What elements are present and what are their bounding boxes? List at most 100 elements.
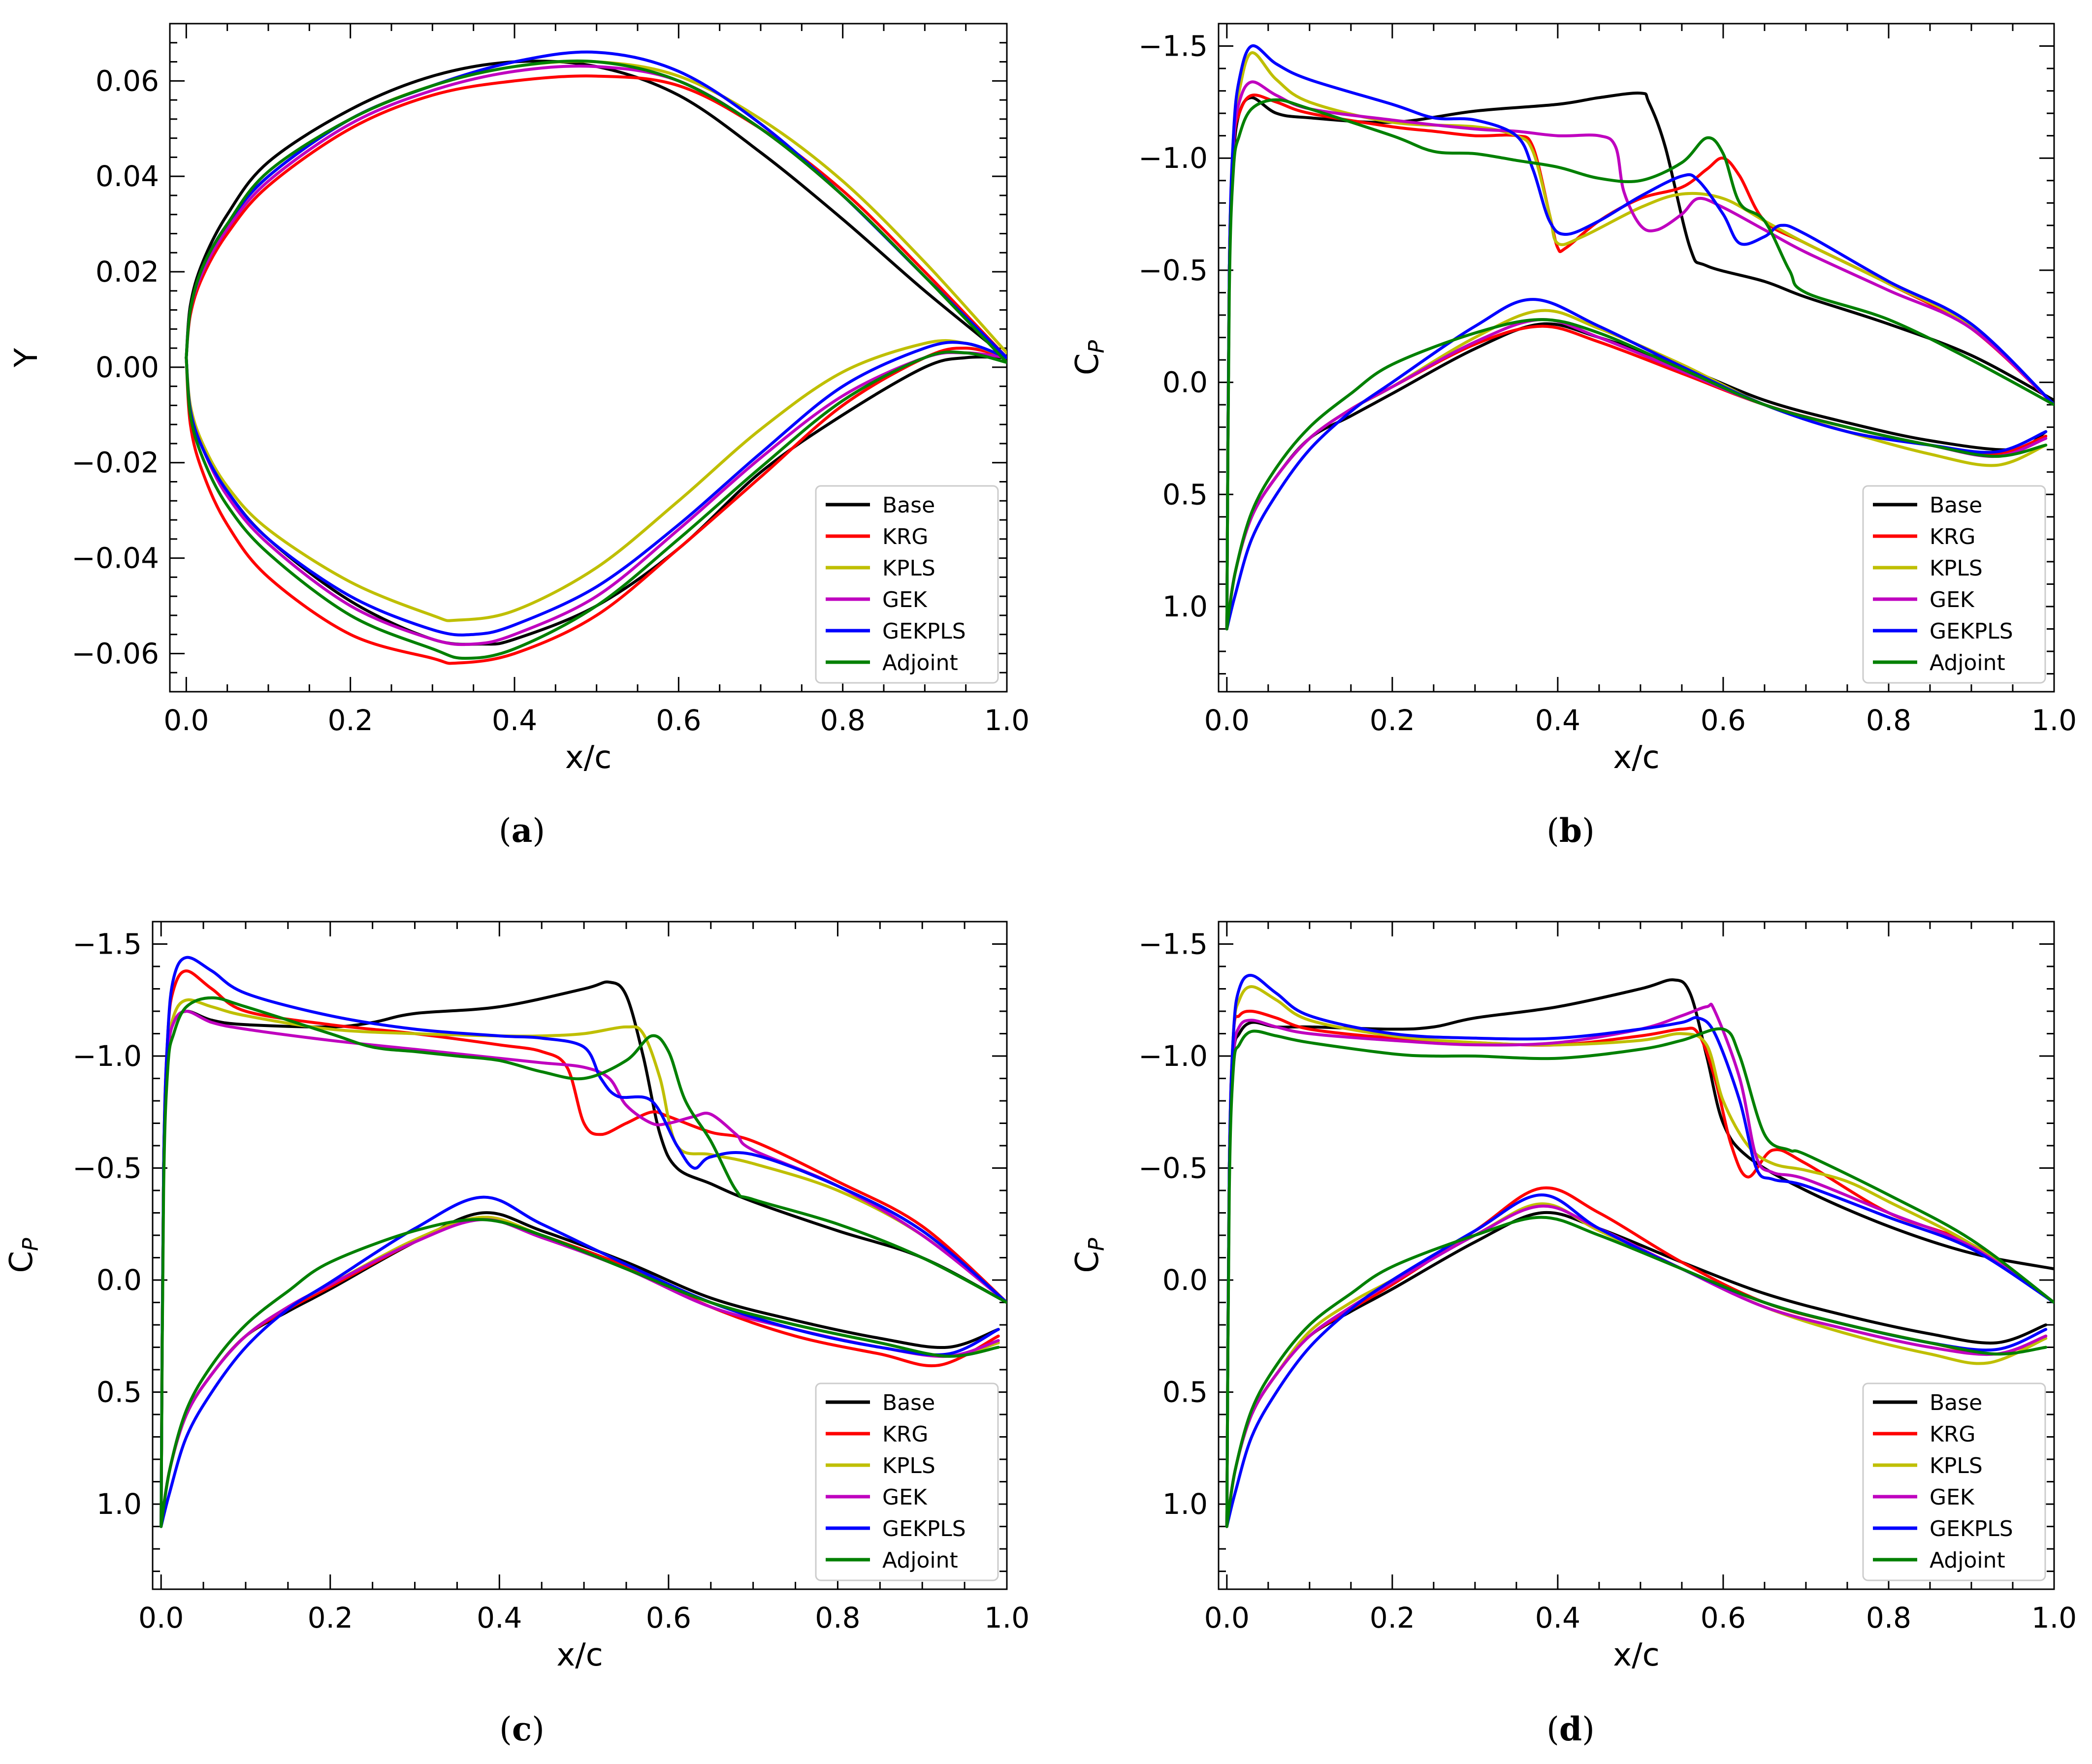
subfigure-caption: (b): [1546, 811, 1595, 850]
legend-label-kpls: KPLS: [882, 556, 935, 581]
x-tick-label: 0.4: [492, 704, 537, 737]
legend-label-base: Base: [882, 1390, 935, 1415]
y-axis-label: CP: [1069, 1238, 1109, 1273]
series-line-adjoint-lower: [1225, 1216, 2048, 1528]
x-tick-label: 1.0: [2031, 1601, 2077, 1635]
y-tick-label: 0.5: [1162, 1376, 1208, 1409]
series-line-adjoint-lower: [185, 350, 1007, 660]
x-axis-label: x/c: [1613, 739, 1660, 776]
legend-label-gekpls: GEKPLS: [882, 1516, 966, 1541]
legend-label-kpls: KPLS: [1930, 1453, 1983, 1478]
x-tick-label: 0.6: [646, 1601, 691, 1635]
x-tick-label: 0.6: [656, 704, 701, 737]
series-group: [160, 956, 1007, 1528]
legend-label-gek: GEK: [1930, 587, 1975, 612]
x-tick-label: 0.4: [1535, 1601, 1580, 1635]
y-tick-label: 0.5: [97, 1376, 142, 1409]
x-tick-label: 0.2: [1370, 1601, 1415, 1635]
y-tick-label: −0.04: [71, 542, 159, 575]
series-line-krg-lower: [185, 347, 1007, 665]
y-tick-label: −0.5: [1138, 254, 1208, 287]
legend: Base KRG KPLS GEK GEKPLS Adjoint: [1862, 485, 2046, 684]
x-axis-label: x/c: [1613, 1637, 1660, 1673]
legend-label-kpls: KPLS: [1930, 556, 1983, 581]
series-line-gekpls-upper: [1225, 974, 2054, 1528]
legend-label-krg: KRG: [882, 1422, 929, 1447]
y-tick-label: −1.5: [1138, 928, 1208, 961]
legend: Base KRG KPLS GEK GEKPLS Adjoint: [1862, 1382, 2046, 1581]
chart-panel-c: 0.0 0.2 0.4 0.6 0.8 1.0 −1.5 −1.0 −0.5 0.0 0.5 1.0 x…: [3, 921, 1030, 1748]
y-tick-label: −1.0: [1138, 1039, 1208, 1073]
series-line-gekpls-lower: [160, 1195, 1000, 1528]
series-line-adjoint-lower: [1225, 318, 2048, 631]
x-tick-label: 1.0: [984, 1601, 1030, 1635]
x-tick-label: 0.0: [1204, 704, 1250, 737]
y-tick-label: 0.06: [96, 64, 159, 97]
y-axis-label: Y: [8, 348, 45, 368]
x-tick-label: 0.4: [477, 1601, 522, 1635]
series-line-adjoint-upper: [1225, 1027, 2054, 1528]
legend-label-gek: GEK: [882, 1485, 928, 1510]
series-group: [185, 50, 1007, 665]
legend-label-gek: GEK: [882, 587, 928, 612]
chart-panel-a: 0.0 0.2 0.4 0.6 0.8 1.0 0.06 0.04 0.02 0.00 −0.02 −…: [8, 23, 1030, 850]
legend: Base KRG KPLS GEK GEKPLS Adjoint: [815, 1382, 999, 1581]
plot-frame: [1218, 23, 2055, 693]
series-line-adjoint-lower: [160, 1218, 1000, 1528]
chart-panel-b: 0.0 0.2 0.4 0.6 0.8 1.0 −1.5 −1.0 −0.5 0.0 0.5 1.0 x…: [1069, 23, 2077, 850]
series-line-gekpls-upper: [1225, 44, 2054, 631]
x-tick-label: 0.0: [1204, 1601, 1250, 1635]
plot-frame: [152, 921, 1008, 1590]
y-tick-label: 0.02: [96, 255, 159, 289]
legend-label-kpls: KPLS: [882, 1453, 935, 1478]
plot-frame: [1218, 921, 2055, 1590]
y-tick-label: 0.00: [96, 351, 159, 384]
y-tick-label: −0.5: [1138, 1152, 1208, 1185]
x-tick-label: 1.0: [984, 704, 1030, 737]
legend-label-gek: GEK: [1930, 1485, 1975, 1510]
x-axis-label: x/c: [556, 1637, 603, 1673]
y-tick-label: 1.0: [97, 1487, 142, 1521]
legend: Base KRG KPLS GEK GEKPLS Adjoint: [815, 485, 999, 684]
series-line-gek-lower: [1225, 1204, 2048, 1528]
y-tick-label: 1.0: [1162, 1487, 1208, 1521]
x-tick-label: 0.0: [138, 1601, 184, 1635]
legend-label-adjoint: Adjoint: [1930, 1548, 2005, 1573]
y-tick-label: 1.0: [1162, 590, 1208, 623]
x-tick-label: 0.6: [1701, 1601, 1746, 1635]
x-tick-label: 1.0: [2031, 704, 2077, 737]
y-tick-label: 0.0: [1162, 1263, 1208, 1297]
x-tick-label: 0.8: [820, 704, 866, 737]
series-line-adjoint-upper: [160, 996, 1007, 1528]
x-tick-label: 0.8: [1866, 1601, 1911, 1635]
x-tick-label: 0.2: [1370, 704, 1415, 737]
y-axis-label: CP: [1069, 340, 1109, 375]
legend-label-adjoint: Adjoint: [882, 650, 958, 675]
x-tick-label: 0.2: [328, 704, 373, 737]
y-tick-label: −0.5: [72, 1152, 142, 1185]
y-tick-label: −0.06: [71, 637, 159, 670]
legend-label-adjoint: Adjoint: [882, 1548, 958, 1573]
y-tick-label: −1.5: [72, 928, 142, 961]
chart-panel-d: 0.0 0.2 0.4 0.6 0.8 1.0 −1.5 −1.0 −0.5 0.0 0.5 1.0 x…: [1069, 921, 2077, 1748]
y-axis-label: CP: [3, 1238, 43, 1273]
y-tick-label: −1.0: [1138, 141, 1208, 175]
legend-label-krg: KRG: [882, 524, 929, 549]
series-line-adjoint-upper: [185, 59, 1007, 364]
series-line-gek-lower: [185, 351, 1007, 646]
x-axis-label: x/c: [565, 739, 612, 776]
x-tick-label: 0.8: [1866, 704, 1911, 737]
legend-label-adjoint: Adjoint: [1930, 650, 2005, 675]
y-tick-label: −0.02: [71, 446, 159, 480]
y-tick-label: 0.0: [97, 1263, 142, 1297]
legend-label-base: Base: [1930, 493, 1982, 518]
series-line-gekpls-upper: [160, 956, 1007, 1528]
legend-label-gekpls: GEKPLS: [1930, 1516, 2013, 1541]
x-tick-label: 0.4: [1535, 704, 1580, 737]
legend-label-gekpls: GEKPLS: [1930, 619, 2013, 644]
x-tick-label: 0.6: [1701, 704, 1746, 737]
series-line-gekpls-lower: [1225, 298, 2048, 631]
series-line-krg-upper: [185, 74, 1007, 359]
y-tick-label: −1.5: [1138, 30, 1208, 63]
